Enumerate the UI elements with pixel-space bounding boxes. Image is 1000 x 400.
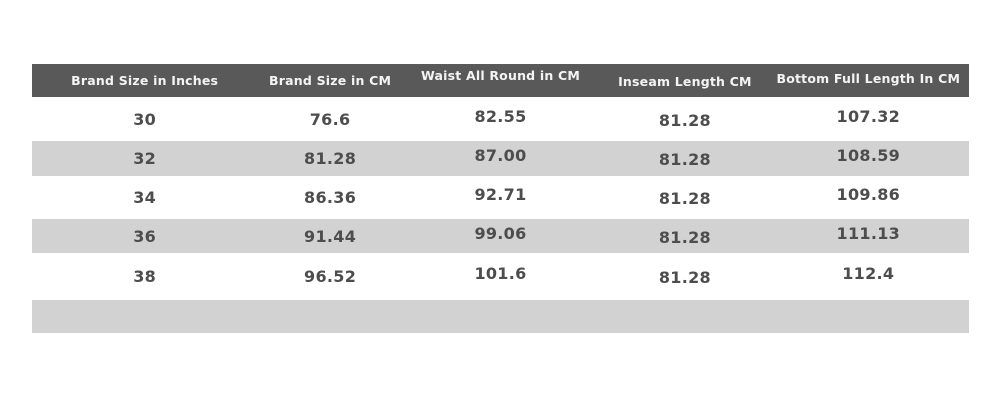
cell-brand-size-inches: 34: [133, 188, 157, 207]
cell-bottom-full-length-cm: 107.32: [836, 106, 901, 126]
cell-inseam-length-cm: 81.28: [658, 227, 711, 247]
column-header-waist-all-round-cm: Waist All Round in CM: [420, 68, 581, 83]
column-header-brand-size-inches: Brand Size in Inches: [71, 73, 219, 88]
cell-brand-size-inches: 30: [133, 109, 157, 129]
column-header-bottom-full-length-cm: Bottom Full Length In CM: [776, 71, 961, 86]
table-row: 32 81.28 87.00 81.28 108.59: [32, 141, 969, 176]
cell-bottom-full-length-cm: 111.13: [836, 223, 901, 243]
cell-brand-size-inches: 38: [133, 267, 157, 286]
cell-bottom-full-length-cm: 112.4: [842, 264, 895, 283]
cell-waist-all-round-cm: 99.06: [474, 223, 527, 243]
column-header-brand-size-cm: Brand Size in CM: [269, 73, 392, 88]
table-header-row: Brand Size in Inches Brand Size in CM Wa…: [32, 64, 969, 97]
cell-brand-size-inches: 32: [133, 149, 157, 168]
table-row: 34 86.36 92.71 81.28 109.86: [32, 176, 969, 219]
column-header-inseam-length-cm: Inseam Length CM: [618, 74, 752, 89]
cell-brand-size-cm: 91.44: [304, 226, 357, 246]
table-row-empty: [32, 300, 969, 333]
cell-inseam-length-cm: 81.28: [658, 150, 711, 169]
cell-brand-size-inches: 36: [133, 226, 157, 246]
cell-brand-size-cm: 96.52: [304, 267, 357, 286]
size-chart-table: Brand Size in Inches Brand Size in CM Wa…: [32, 64, 969, 333]
cell-inseam-length-cm: 81.28: [658, 268, 711, 287]
table-row: 36 91.44 99.06 81.28 111.13: [32, 219, 969, 253]
table-row: 38 96.52 101.6 81.28 112.4: [32, 253, 969, 300]
cell-waist-all-round-cm: 101.6: [474, 264, 527, 283]
cell-brand-size-cm: 76.6: [309, 109, 351, 129]
cell-bottom-full-length-cm: 109.86: [836, 185, 901, 204]
table-row: 30 76.6 82.55 81.28 107.32: [32, 97, 969, 141]
cell-waist-all-round-cm: 82.55: [474, 106, 527, 126]
cell-waist-all-round-cm: 92.71: [474, 185, 527, 204]
cell-brand-size-cm: 86.36: [304, 188, 357, 207]
cell-bottom-full-length-cm: 108.59: [836, 146, 901, 165]
cell-inseam-length-cm: 81.28: [658, 110, 711, 130]
cell-inseam-length-cm: 81.28: [658, 189, 711, 208]
cell-brand-size-cm: 81.28: [304, 149, 357, 168]
cell-waist-all-round-cm: 87.00: [474, 146, 527, 165]
